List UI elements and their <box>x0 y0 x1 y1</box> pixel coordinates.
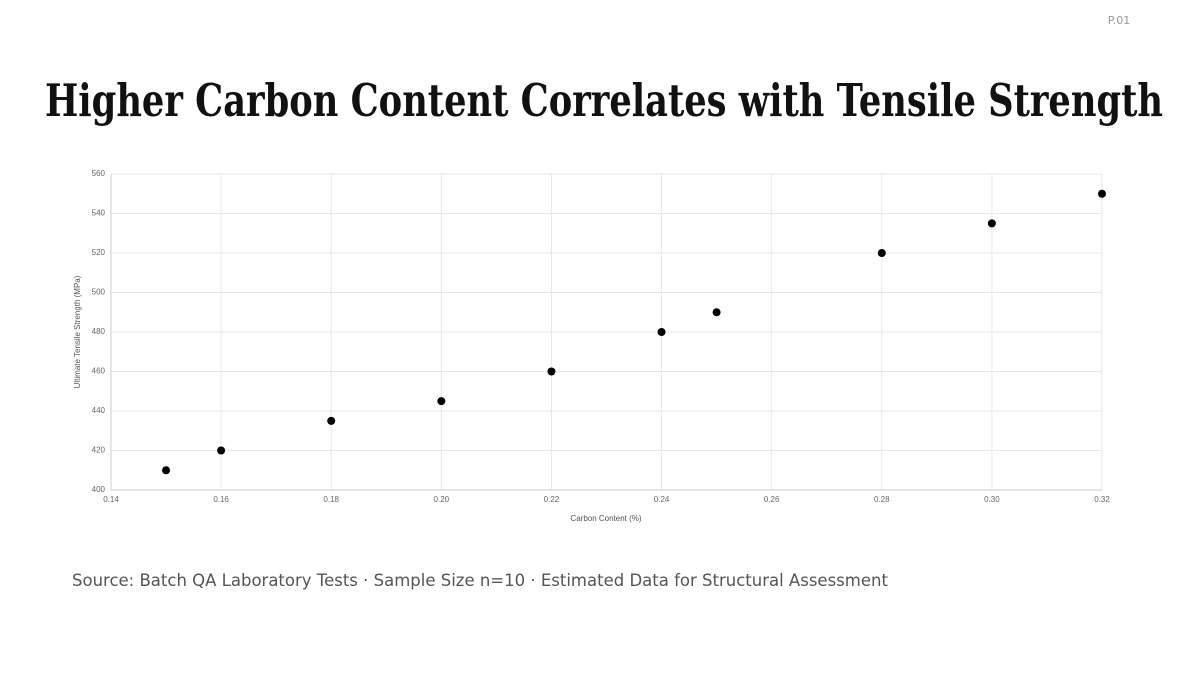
x-tick-label: 0.14 <box>103 495 119 504</box>
y-tick-label: 460 <box>92 367 106 376</box>
y-tick-label: 440 <box>92 406 106 415</box>
x-tick-label: 0.24 <box>654 495 670 504</box>
x-axis-title: Carbon Content (%) <box>570 514 641 523</box>
x-tick-label: 0.20 <box>434 495 450 504</box>
x-tick-label: 0.32 <box>1094 495 1110 504</box>
y-axis-title: Ultimate Tensile Strength (MPa) <box>73 275 82 388</box>
data-point <box>217 446 226 455</box>
x-tick-label: 0.30 <box>984 495 1000 504</box>
data-point <box>162 466 171 475</box>
data-point <box>987 219 996 228</box>
y-tick-label: 400 <box>92 485 106 494</box>
x-tick-label: 0.28 <box>874 495 890 504</box>
data-point <box>547 367 556 376</box>
data-point <box>877 249 886 257</box>
data-point <box>712 308 721 317</box>
data-point <box>657 328 666 336</box>
y-tick-label: 480 <box>92 327 106 336</box>
chart-title: Higher Carbon Content Correlates with Te… <box>45 74 1163 127</box>
page-label: P.01 <box>1108 14 1130 27</box>
data-point <box>1098 189 1106 198</box>
y-tick-label: 500 <box>92 288 106 297</box>
y-tick-label: 420 <box>92 446 106 455</box>
y-tick-label: 560 <box>92 169 106 178</box>
data-point <box>437 397 446 406</box>
data-point <box>327 416 336 425</box>
x-tick-label: 0.18 <box>323 495 339 504</box>
y-tick-label: 520 <box>92 248 106 257</box>
source-note: Source: Batch QA Laboratory Tests · Samp… <box>72 571 888 590</box>
x-tick-label: 0.16 <box>213 495 229 504</box>
y-tick-label: 540 <box>92 209 106 218</box>
x-tick-label: 0.26 <box>764 495 780 504</box>
x-tick-label: 0.22 <box>544 495 560 504</box>
